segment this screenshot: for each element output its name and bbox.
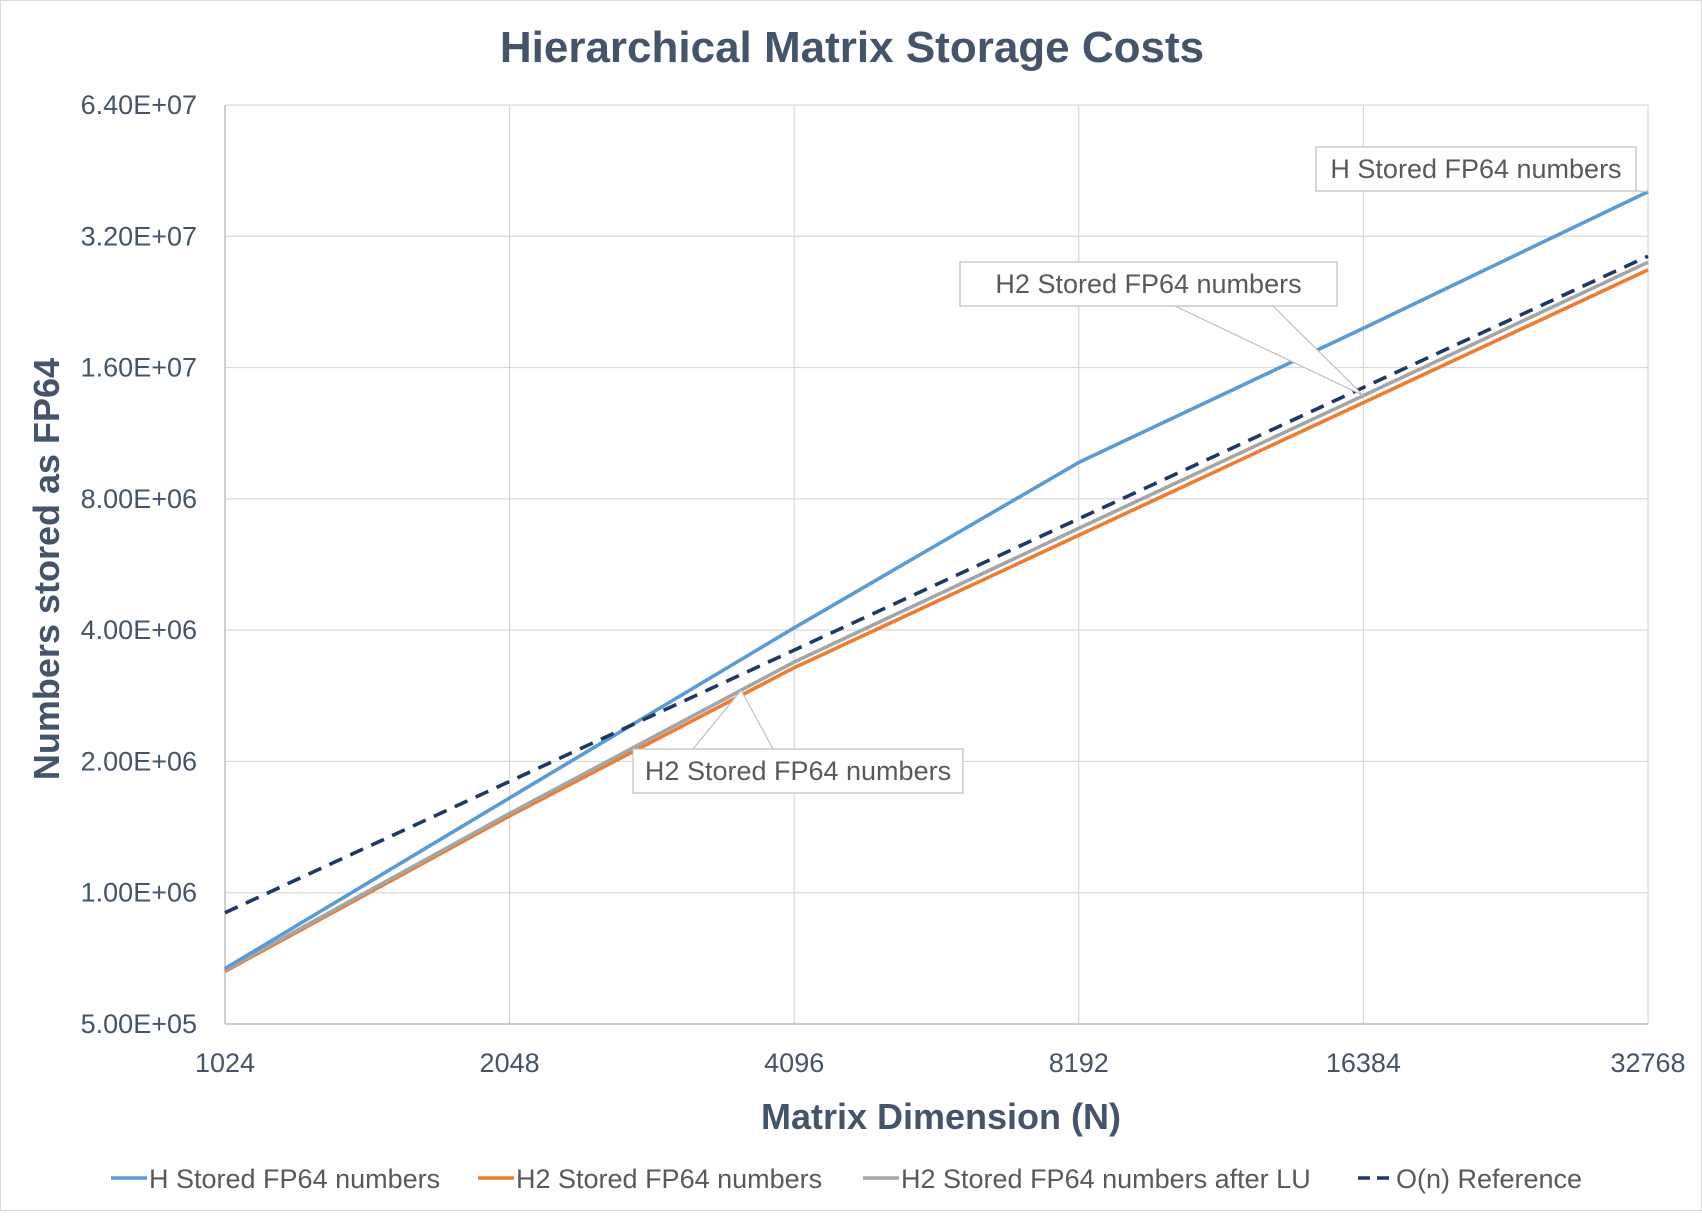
y-tick-label: 1.60E+07 xyxy=(81,353,197,383)
y-tick-label: 4.00E+06 xyxy=(81,615,197,645)
y-tick-label: 3.20E+07 xyxy=(81,221,197,251)
x-tick-label: 2048 xyxy=(480,1048,540,1078)
chart-title: Hierarchical Matrix Storage Costs xyxy=(500,23,1204,72)
x-tick-label: 1024 xyxy=(195,1048,255,1078)
legend-entry: H Stored FP64 numbers xyxy=(149,1164,440,1194)
x-tick-label: 16384 xyxy=(1326,1048,1401,1078)
series-line-3 xyxy=(224,254,1649,915)
callout-box xyxy=(959,261,1338,307)
y-tick-label: 8.00E+06 xyxy=(81,484,197,514)
legend-entry: O(n) Reference xyxy=(1396,1164,1582,1194)
x-tick-label: 8192 xyxy=(1049,1048,1109,1078)
axis-ticks: 5.00E+05 1.00E+06 2.00E+06 4.00E+06 8.00E+06… xyxy=(81,90,1686,1078)
x-tick-label: 32768 xyxy=(1610,1048,1685,1078)
series-lines xyxy=(224,190,1649,973)
series-line-1 xyxy=(224,268,1649,973)
callout-box xyxy=(1315,146,1637,192)
callout-leader xyxy=(1635,190,1649,193)
legend-entry: H2 Stored FP64 numbers xyxy=(516,1164,822,1194)
y-tick-label: 6.40E+07 xyxy=(81,90,197,120)
callout-box xyxy=(632,748,964,794)
callout-label: H2 Stored FP64 numbers xyxy=(995,269,1301,299)
legend-entry: H2 Stored FP64 numbers after LU xyxy=(901,1164,1311,1194)
x-tick-label: 4096 xyxy=(764,1048,824,1078)
callout-label: H2 Stored FP64 numbers xyxy=(645,756,951,786)
gridlines xyxy=(224,104,1649,1025)
data-callouts: H Stored FP64 numbers H2 Stored FP64 numb… xyxy=(632,146,1649,794)
legend: H Stored FP64 numbers H2 Stored FP64 numb… xyxy=(111,1164,1582,1194)
callout-leader xyxy=(1174,305,1364,397)
y-axis-title: Numbers stored as FP64 xyxy=(26,358,67,780)
series-line-2 xyxy=(224,260,1649,972)
callout-label: H Stored FP64 numbers xyxy=(1330,154,1621,184)
y-tick-label: 1.00E+06 xyxy=(81,878,197,908)
y-tick-label: 2.00E+06 xyxy=(81,746,197,776)
y-tick-label: 5.00E+05 xyxy=(81,1009,197,1039)
series-line-0 xyxy=(224,190,1649,971)
x-axis-title: Matrix Dimension (N) xyxy=(761,1096,1121,1137)
